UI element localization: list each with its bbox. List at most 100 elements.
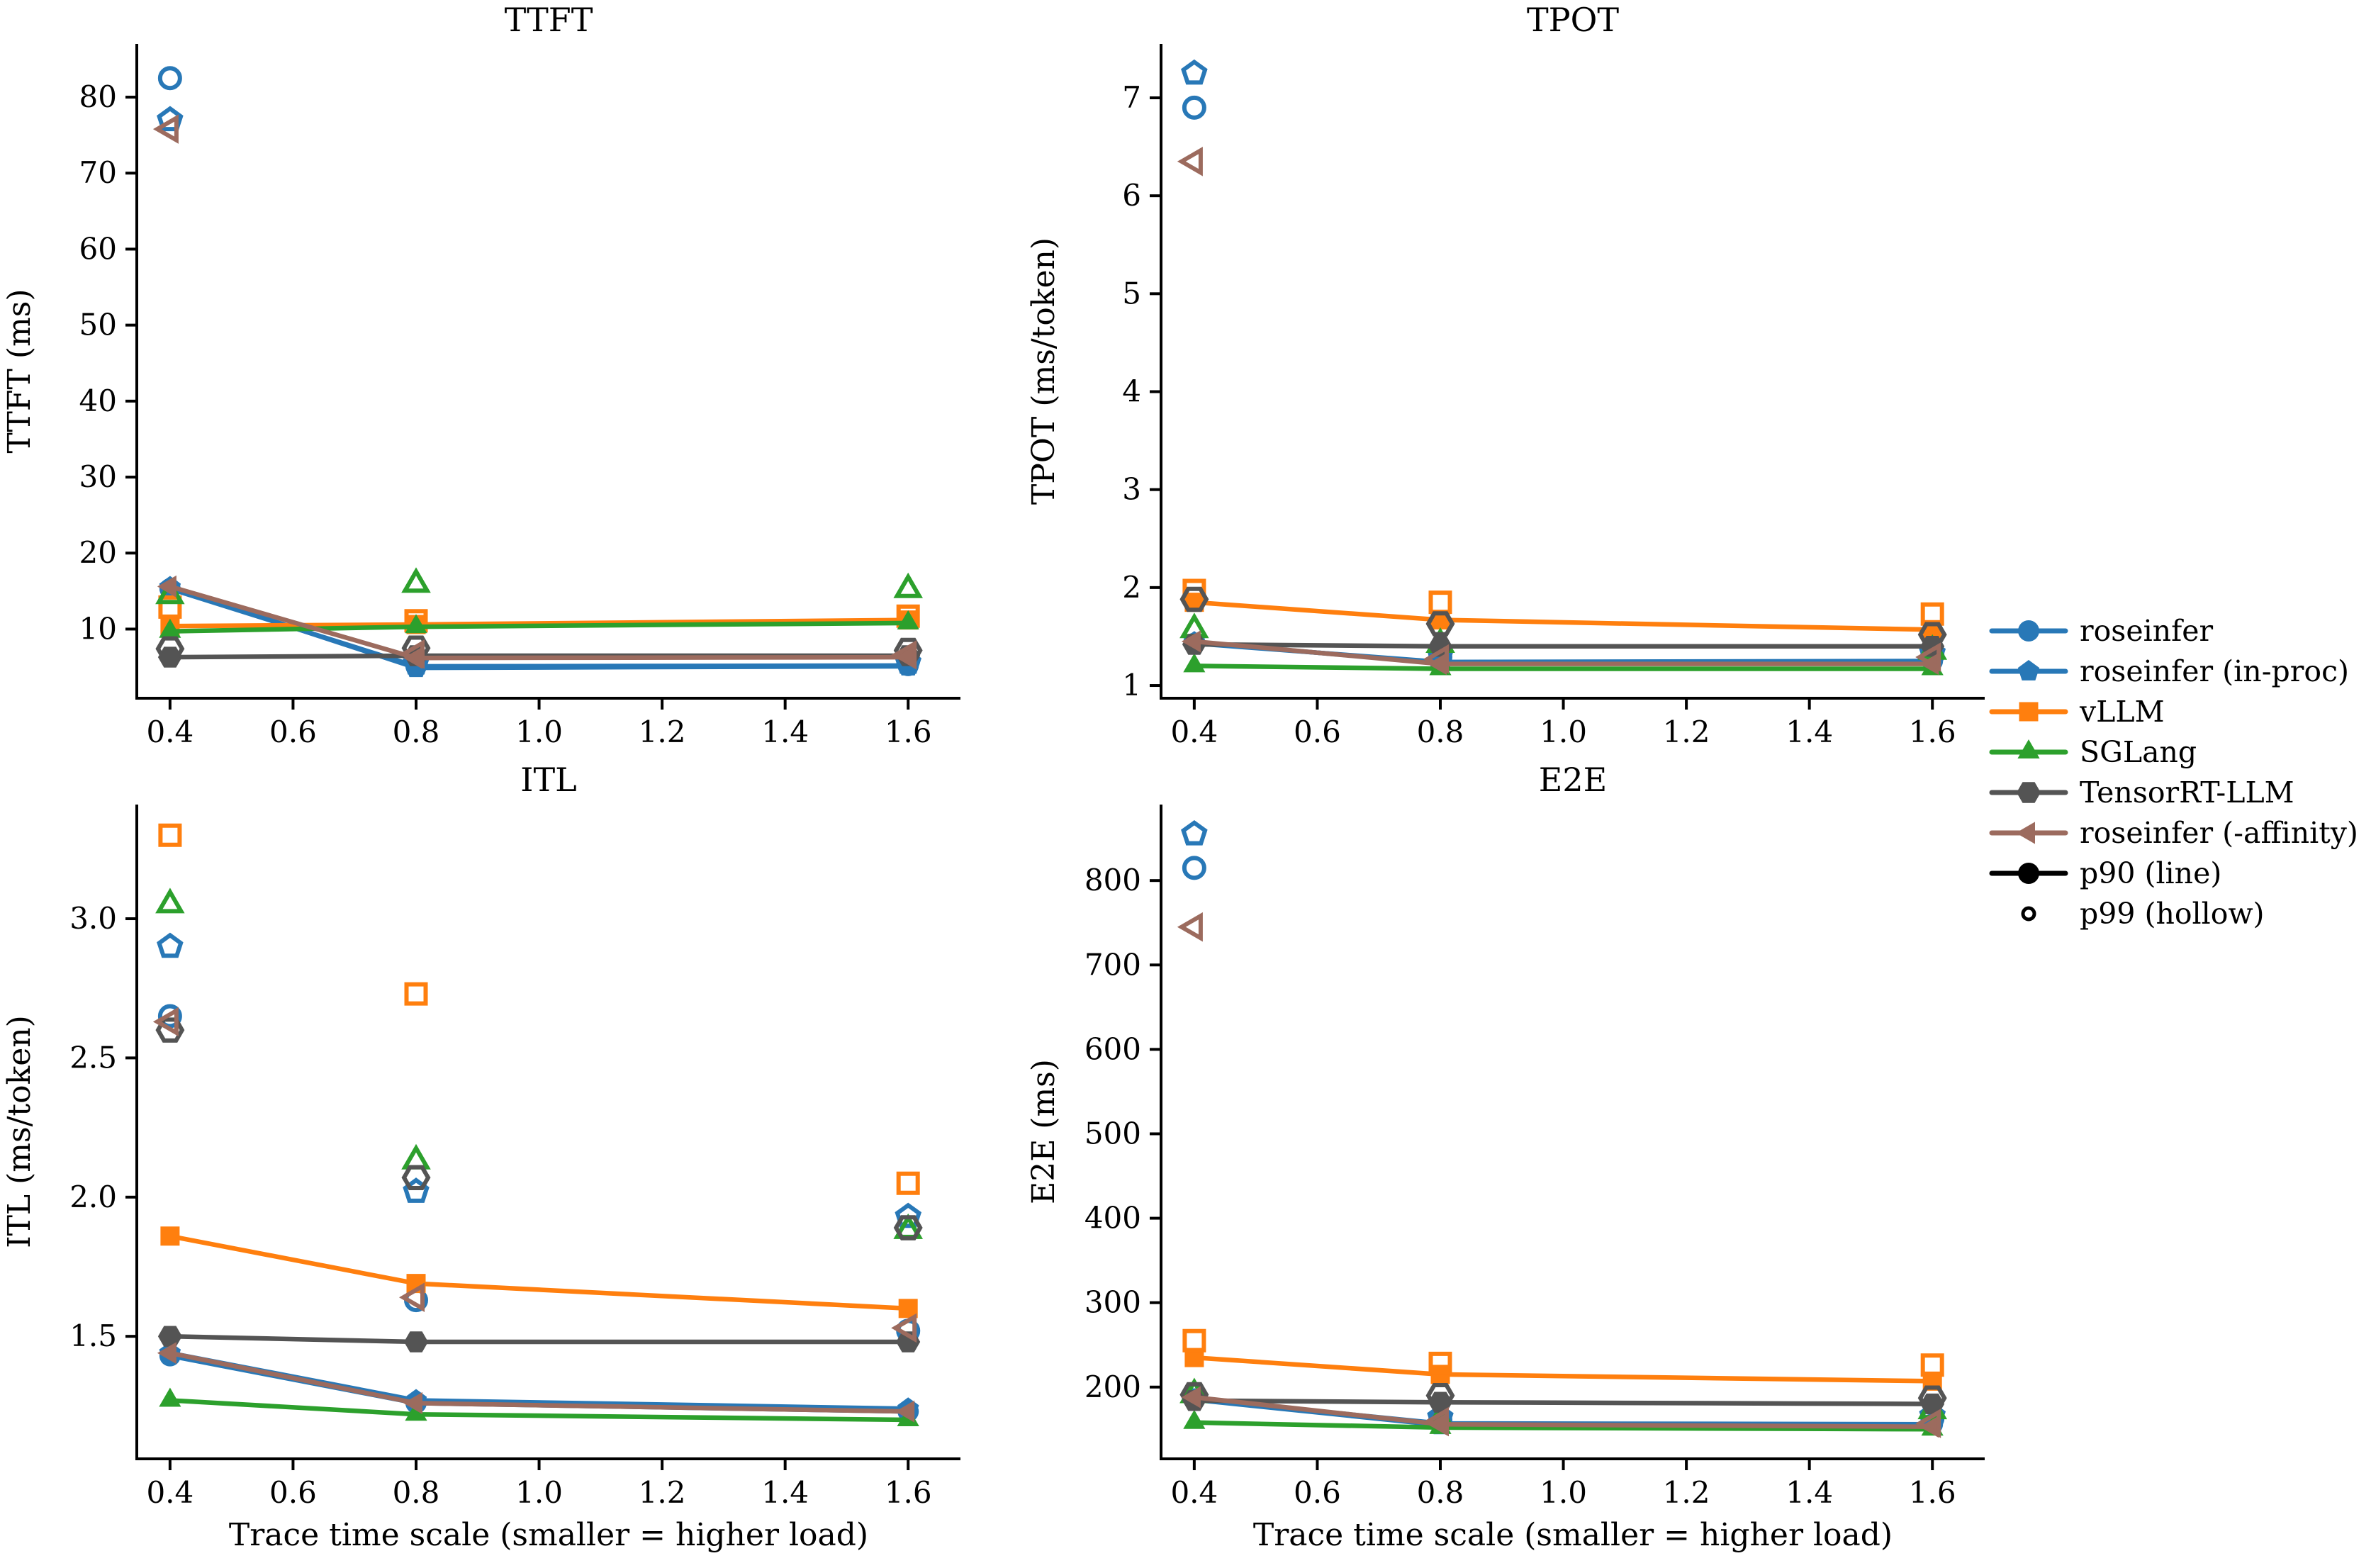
p99-marker [158,823,182,847]
p90-line [1192,1398,1935,1406]
series-roseinfer-in-proc [157,932,922,1418]
tensorrt-llm-hexagon-marker-icon [1989,782,2068,803]
series-roseinfer [157,66,921,677]
legend-marker-shape [2017,782,2041,803]
p99-marker [1181,59,1208,85]
series-vllm [1182,1328,1944,1391]
y-tick-label: 400 [1084,1201,1141,1236]
x-tick-label: 1.6 [885,715,932,749]
legend-label: TensorRT-LLM [2080,775,2294,810]
series-roseinfer-affinity [152,114,917,670]
y-tick-label: 40 [79,383,117,418]
legend-marker-shape [2017,660,2040,681]
y-axis-label: TTFT (ms) [1,289,38,453]
p99-marker [895,1202,922,1228]
y-tick-label: 80 [79,79,117,114]
p90-line [1192,642,1935,649]
y-tick-label: 4 [1122,374,1141,409]
chart-title: TTFT [505,1,593,39]
p99-marker [893,1215,923,1241]
p99-marker [1915,642,1941,672]
legend-marker-shape [2017,739,2040,758]
p99-marker [1181,820,1208,846]
p90-line [1192,600,1935,632]
x-tick-label: 1.2 [639,715,686,749]
y-tick-label: 6 [1122,178,1141,213]
chart-title: ITL [520,761,576,799]
legend-label: roseinfer [2080,614,2214,648]
legend-label: SGLang [2080,735,2197,769]
series-roseinfer-affinity [152,1007,917,1423]
legend: roseinfer roseinfer (in-proc) vLLM SGLan… [1989,614,2358,931]
roseinfer-in-proc-pentagon-marker-icon [1989,660,2068,681]
legend-item-roseinfer-no-affinity: roseinfer (-affinity) [1989,816,2358,850]
y-tick-label: 800 [1084,863,1141,897]
y-tick-label: 20 [79,535,117,570]
legend-item-roseinfer: roseinfer [1989,614,2358,648]
p99-marker [1915,1409,1941,1438]
x-tick-label: 1.4 [761,1475,809,1510]
x-tick-label: 1.2 [639,1475,686,1510]
x-tick-label: 1.0 [1540,715,1587,749]
series-sglang [155,567,923,638]
legend-label: vLLM [2080,695,2165,729]
y-axis-label: E2E (ms) [1026,1059,1062,1204]
x-tick-label: 1.4 [761,715,809,749]
series-roseinfer-in-proc [157,106,922,678]
p90-marker [403,1391,422,1414]
x-tick-label: 1.0 [515,1475,563,1510]
p90-marker [405,614,427,634]
roseinfer-affinity-left-triangle-marker-icon [1989,822,2068,844]
x-tick-label: 0.4 [146,1475,194,1510]
x-tick-label: 0.6 [269,715,317,749]
y-tick-label: 1.5 [69,1318,117,1353]
p99-marker [404,609,428,633]
p90-marker [404,1331,428,1353]
x-tick-label: 1.6 [1909,715,1956,749]
p99-marker [1920,602,1944,626]
p90-marker [898,1299,918,1318]
y-tick-label: 2 [1122,570,1141,605]
p90-marker [159,618,181,638]
series-sglang [155,887,923,1426]
legend-label: roseinfer (-affinity) [2080,816,2358,850]
y-tick-label: 300 [1084,1285,1141,1320]
legend-marker-shape [2016,822,2035,844]
p99-marker [1920,1353,1944,1377]
x-tick-label: 0.6 [269,1475,317,1510]
x-tick-label: 1.6 [1909,1475,1956,1510]
p90-marker [405,1401,427,1421]
x-tick-label: 0.6 [1294,1475,1341,1510]
legend-item-sglang: SGLang [1989,735,2358,769]
y-tick-label: 3 [1122,472,1141,507]
y-tick-label: 600 [1084,1031,1141,1066]
x-tick-label: 0.6 [1294,715,1341,749]
p99-marker [893,572,923,598]
x-tick-label: 0.8 [393,715,440,749]
e2e-plot: 0.4 0.6 0.8 1.0 1.2 1.4 1.6 200 300 400 500 600 700 8… [1026,761,1985,1553]
p90-marker [1181,1386,1201,1409]
p99-marker [896,1171,920,1195]
p90-line [1192,1355,1935,1384]
x-tick-label: 1.0 [1540,1475,1587,1510]
p90-line [167,1233,911,1311]
p99-marker [158,595,182,619]
p90-marker [157,1326,182,1347]
x-tick-label: 1.4 [1786,715,1833,749]
x-tick-label: 0.8 [393,1475,440,1510]
p99-marker [1428,1351,1452,1375]
series-roseinfer-in-proc [1181,820,1946,1435]
itl-chart: 0.4 0.6 0.8 1.0 1.2 1.4 1.6 1.5 2.0 2.5 3.0 ITL ITL … [0,751,1024,1568]
y-tick-label: 2.0 [69,1180,117,1214]
p90-marker [1181,630,1201,653]
x-tick-label: 1.2 [1663,1475,1710,1510]
tpot-plot: 0.4 0.6 0.8 1.0 1.2 1.4 1.6 1 2 3 4 5 6 7 TPOT TPOT (ms… [1026,1,1985,749]
y-tick-label: 70 [79,155,117,190]
p99-marker [401,1165,431,1190]
p99-hollow-circle-marker-icon [2021,906,2036,922]
ttft-chart: 0.4 0.6 0.8 1.0 1.2 1.4 1.6 10 20 30 40 50 60 70 80 TTF… [0,0,1024,754]
legend-label: roseinfer (in-proc) [2080,654,2350,688]
y-tick-label: 50 [79,308,117,342]
legend-marker-shape [2021,906,2036,922]
y-tick-label: 60 [79,231,117,266]
